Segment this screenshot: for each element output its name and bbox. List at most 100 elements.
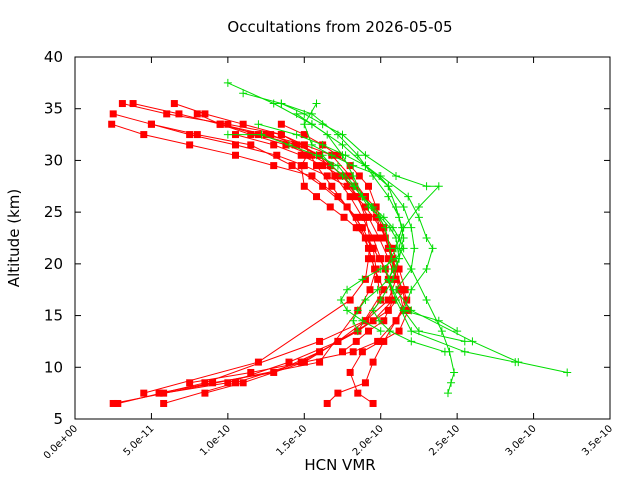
green-data-point	[384, 182, 393, 191]
red-data-point	[354, 389, 362, 397]
chart-title: Occultations from 2026-05-05	[227, 18, 452, 36]
red-data-point	[288, 162, 296, 170]
red-data-point	[109, 399, 117, 407]
green-series-line	[322, 154, 405, 332]
green-data-point	[353, 151, 362, 160]
green-series-line	[281, 103, 455, 394]
red-data-point	[109, 110, 117, 118]
red-data-point	[160, 389, 168, 397]
y-tick-label: 25	[44, 203, 63, 221]
green-data-point	[318, 151, 327, 160]
green-data-point	[353, 306, 362, 315]
green-series-3	[300, 99, 469, 346]
red-data-point	[232, 151, 239, 159]
red-data-point	[297, 151, 305, 159]
red-data-point	[224, 379, 232, 387]
green-data-point	[341, 151, 350, 160]
red-data-point	[346, 193, 354, 201]
red-data-point	[186, 141, 194, 149]
x-tick-label: 5.0e-11	[122, 423, 157, 458]
green-data-point	[407, 337, 416, 346]
red-data-point	[384, 296, 392, 304]
green-data-point	[336, 296, 345, 305]
green-data-point	[300, 120, 309, 129]
green-data-point	[358, 275, 367, 284]
red-data-point	[352, 213, 360, 221]
green-data-point	[434, 182, 443, 191]
red-data-point	[334, 337, 342, 345]
green-data-point	[511, 358, 520, 367]
green-data-point	[327, 151, 336, 160]
green-data-point	[323, 130, 332, 139]
red-data-point	[175, 110, 183, 118]
red-data-point	[361, 379, 369, 387]
green-data-point	[318, 120, 327, 129]
red-data-point	[346, 368, 354, 376]
green-data-point	[407, 265, 416, 274]
green-data-point	[399, 306, 408, 315]
green-data-point	[563, 368, 572, 377]
red-data-point	[395, 327, 403, 335]
green-data-point	[407, 223, 416, 232]
red-data-point	[232, 379, 239, 387]
red-data-point	[343, 203, 351, 211]
green-data-point	[343, 285, 352, 294]
red-data-point	[254, 358, 262, 366]
red-data-point	[323, 399, 331, 407]
x-tick-label: 2.5e-10	[427, 423, 462, 458]
red-data-point	[380, 337, 388, 345]
red-data-point	[334, 151, 342, 159]
red-series-2	[108, 120, 385, 407]
green-data-point	[375, 171, 384, 180]
red-data-point	[232, 141, 239, 149]
green-data-point	[338, 140, 347, 149]
red-data-point	[380, 286, 388, 294]
green-data-point	[388, 285, 397, 294]
green-data-point	[361, 296, 370, 305]
red-data-point	[170, 100, 178, 108]
green-data-point	[440, 347, 449, 356]
red-data-point	[313, 193, 321, 201]
green-data-point	[300, 109, 309, 118]
green-data-point	[292, 130, 301, 139]
red-data-point	[352, 337, 360, 345]
red-data-point	[349, 348, 357, 356]
green-data-point	[269, 99, 278, 108]
green-data-point	[422, 265, 431, 274]
red-data-point	[247, 368, 255, 376]
red-data-point	[364, 244, 372, 252]
red-data-point	[340, 213, 348, 221]
red-data-point	[352, 193, 360, 201]
green-data-point	[307, 140, 316, 149]
red-data-point	[273, 151, 281, 159]
green-series-7	[318, 151, 408, 336]
green-series-2	[277, 99, 459, 398]
red-data-point	[300, 358, 308, 366]
green-data-point	[384, 192, 393, 201]
red-data-point	[270, 162, 278, 170]
green-data-point	[349, 316, 358, 325]
green-series-6	[223, 130, 449, 356]
green-series-line	[303, 103, 465, 342]
y-tick-label: 20	[44, 255, 63, 273]
red-data-point	[247, 141, 255, 149]
red-series-10	[267, 131, 397, 356]
y-tick-label: 10	[44, 358, 63, 376]
x-tick-label: 3.0e-10	[504, 423, 539, 458]
red-data-point	[193, 131, 201, 139]
green-data-point	[376, 327, 385, 336]
red-data-point	[186, 379, 194, 387]
red-data-point	[358, 213, 366, 221]
red-data-point	[326, 203, 334, 211]
red-data-point	[297, 162, 305, 170]
red-data-point	[316, 358, 324, 366]
red-data-point	[201, 110, 209, 118]
green-data-point	[349, 182, 358, 191]
red-data-point	[343, 182, 351, 190]
y-tick-label: 15	[44, 307, 63, 325]
x-tick-label: 3.5e-10	[580, 423, 615, 458]
green-data-point	[349, 161, 358, 170]
red-data-point	[239, 379, 247, 387]
red-data-point	[346, 296, 354, 304]
green-data-point	[422, 234, 431, 242]
